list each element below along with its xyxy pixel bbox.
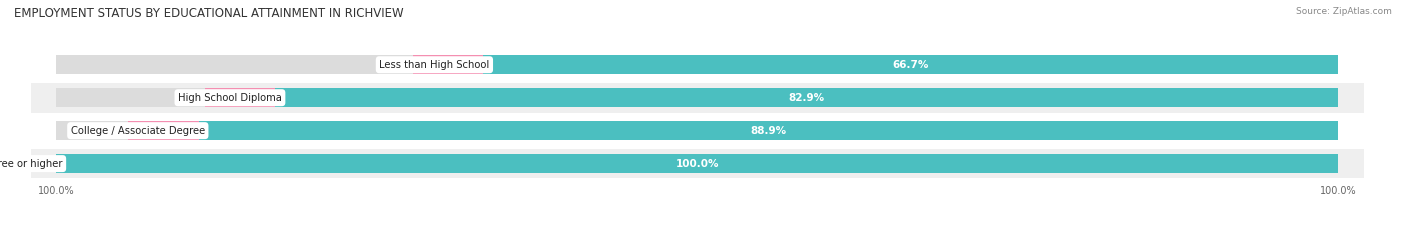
Bar	[31, 83, 1364, 113]
Bar	[128, 121, 198, 140]
Text: 88.9%: 88.9%	[751, 126, 786, 136]
Legend: In Labor Force, Unemployed: In Labor Force, Unemployed	[624, 229, 796, 233]
Bar	[56, 154, 1339, 173]
Text: 0.0%: 0.0%	[190, 93, 215, 103]
Bar	[56, 55, 1339, 74]
Bar	[56, 154, 1339, 173]
Text: Source: ZipAtlas.com: Source: ZipAtlas.com	[1296, 7, 1392, 16]
Text: 66.7%: 66.7%	[893, 60, 929, 70]
Bar	[484, 55, 1339, 74]
Bar	[56, 88, 1339, 107]
Text: 82.9%: 82.9%	[789, 93, 825, 103]
Text: High School Diploma: High School Diploma	[179, 93, 281, 103]
Bar	[31, 116, 1364, 145]
Bar	[0, 154, 56, 173]
Bar	[198, 121, 1339, 140]
Text: College / Associate Degree: College / Associate Degree	[70, 126, 205, 136]
Text: 100.0%: 100.0%	[675, 159, 718, 169]
Text: 0.0%: 0.0%	[398, 60, 423, 70]
Text: EMPLOYMENT STATUS BY EDUCATIONAL ATTAINMENT IN RICHVIEW: EMPLOYMENT STATUS BY EDUCATIONAL ATTAINM…	[14, 7, 404, 20]
Bar	[31, 149, 1364, 178]
Bar	[276, 88, 1339, 107]
Bar	[412, 55, 484, 74]
Text: Less than High School: Less than High School	[380, 60, 489, 70]
Bar	[205, 88, 276, 107]
Bar	[31, 50, 1364, 79]
Bar	[56, 121, 1339, 140]
Text: 0.0%: 0.0%	[112, 126, 139, 136]
Text: Bachelor’s Degree or higher: Bachelor’s Degree or higher	[0, 159, 63, 169]
